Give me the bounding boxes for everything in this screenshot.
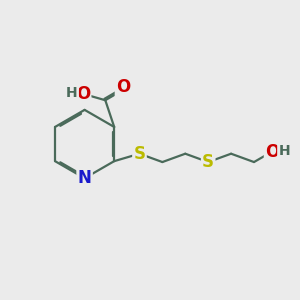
Text: O: O <box>116 78 130 96</box>
Text: S: S <box>134 145 146 163</box>
Text: S: S <box>202 153 214 171</box>
Text: N: N <box>78 169 92 187</box>
Text: O: O <box>76 85 90 103</box>
Text: H: H <box>66 86 78 100</box>
Text: O: O <box>265 143 279 161</box>
Text: H: H <box>278 144 290 158</box>
